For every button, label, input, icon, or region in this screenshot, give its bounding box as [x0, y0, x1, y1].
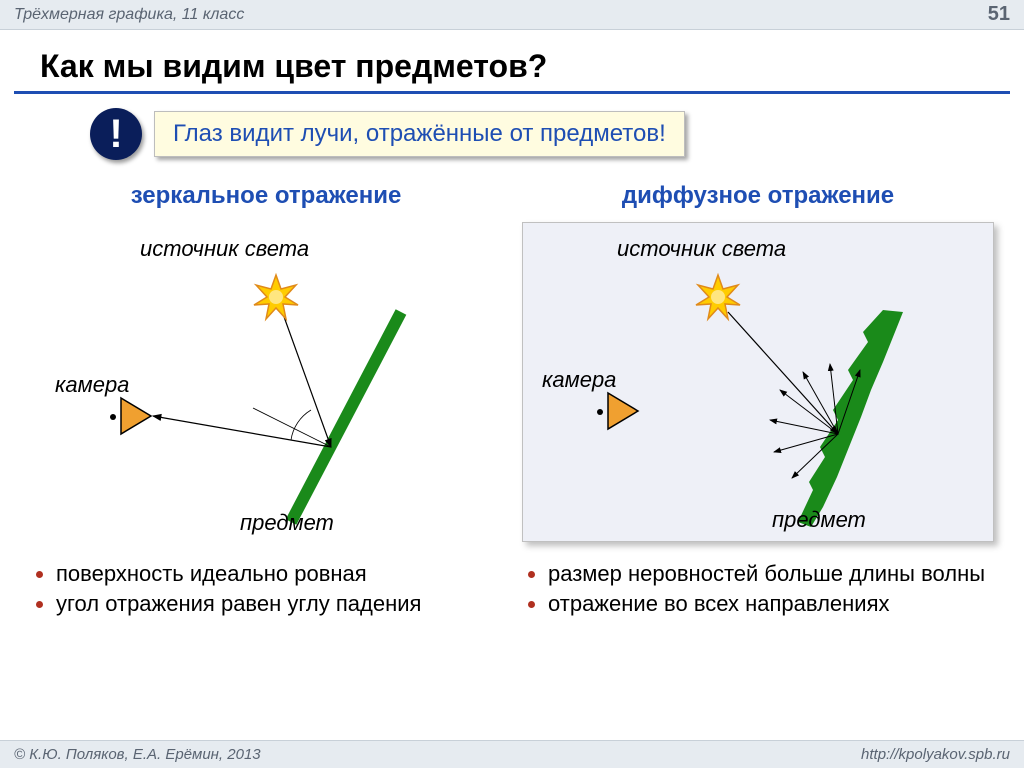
rough-surface	[798, 310, 903, 527]
course-label: Трёхмерная графика, 11 класс	[14, 6, 244, 24]
label-light-source: источник света	[617, 236, 786, 262]
label-object: предмет	[772, 507, 866, 533]
camera-icon	[110, 398, 151, 434]
copyright: © К.Ю. Поляков, Е.А. Ерёмин, 2013	[14, 746, 261, 763]
label-camera: камера	[542, 367, 616, 393]
incident-ray	[728, 312, 838, 434]
page-number: 51	[988, 3, 1010, 26]
diffuse-diagram: источник света камера предмет	[522, 222, 994, 542]
surface	[291, 312, 401, 522]
footer-url: http://kpolyakov.spb.ru	[861, 746, 1010, 763]
column-specular: зеркальное отражение	[30, 182, 502, 620]
incident-ray	[283, 314, 331, 447]
sun-icon	[254, 275, 298, 319]
list-item: поверхность идеально ровная	[56, 560, 502, 588]
exclamation-icon: !	[90, 108, 142, 160]
specular-diagram: источник света камера предмет	[30, 222, 502, 542]
label-camera: камера	[55, 372, 129, 398]
specular-bullets: поверхность идеально ровная угол отражен…	[30, 560, 502, 618]
column-diffuse: диффузное отражение	[522, 182, 994, 620]
label-light-source: источник света	[140, 236, 309, 262]
reflected-ray	[153, 416, 331, 447]
diffuse-heading: диффузное отражение	[522, 182, 994, 210]
columns: зеркальное отражение	[0, 182, 1024, 620]
list-item: размер неровностей больше длины волны	[548, 560, 994, 588]
slide-header: Трёхмерная графика, 11 класс 51	[0, 0, 1024, 30]
callout-text: Глаз видит лучи, отражённые от предметов…	[154, 111, 685, 157]
diffuse-bullets: размер неровностей больше длины волны от…	[522, 560, 994, 618]
slide-title: Как мы видим цвет предметов?	[14, 30, 1010, 94]
list-item: отражение во всех направлениях	[548, 590, 994, 618]
slide-footer: © К.Ю. Поляков, Е.А. Ерёмин, 2013 http:/…	[0, 740, 1024, 768]
list-item: угол отражения равен углу падения	[56, 590, 502, 618]
label-object: предмет	[240, 510, 334, 536]
specular-heading: зеркальное отражение	[30, 182, 502, 210]
sun-icon	[696, 275, 740, 319]
camera-icon	[597, 393, 638, 429]
callout: ! Глаз видит лучи, отражённые от предмет…	[90, 108, 1024, 160]
